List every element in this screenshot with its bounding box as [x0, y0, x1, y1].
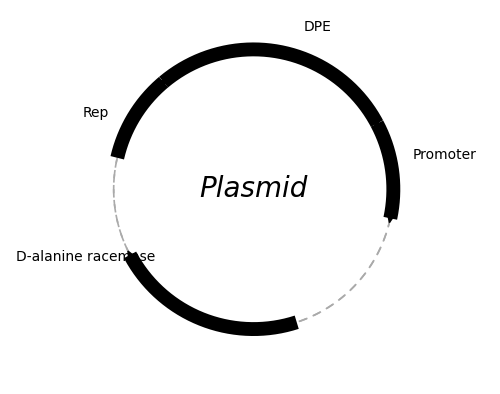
Text: Rep: Rep — [83, 106, 110, 120]
Text: Promoter: Promoter — [413, 148, 477, 162]
Polygon shape — [370, 115, 379, 127]
Text: DPE: DPE — [304, 20, 332, 34]
Polygon shape — [128, 251, 138, 263]
Polygon shape — [156, 79, 167, 90]
Polygon shape — [387, 211, 396, 223]
Text: D-alanine racemase: D-alanine racemase — [16, 250, 155, 264]
Text: Plasmid: Plasmid — [200, 175, 308, 203]
